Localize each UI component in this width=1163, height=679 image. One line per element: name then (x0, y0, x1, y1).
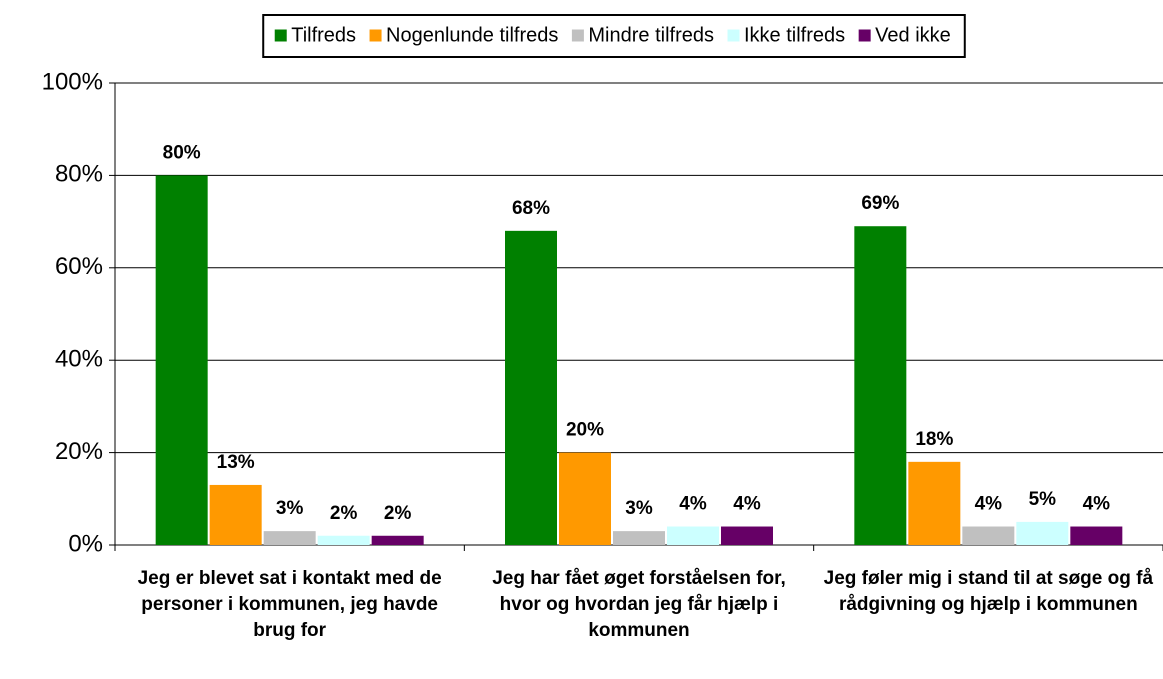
data-label: 68% (512, 198, 550, 219)
data-label: 4% (679, 494, 707, 515)
data-label: 69% (861, 193, 899, 214)
bar (155, 175, 208, 545)
legend-swatch (274, 29, 287, 42)
bar (371, 535, 424, 545)
y-tick-label: 100% (42, 68, 103, 95)
data-label: 20% (566, 420, 604, 441)
bar (209, 484, 262, 545)
data-label: 18% (915, 429, 953, 450)
data-label: 3% (276, 498, 304, 519)
bar (317, 535, 370, 545)
bar (559, 452, 611, 545)
x-tick-label: Jeg er blevet sat i kontakt med de perso… (137, 568, 442, 641)
legend-swatch (369, 29, 382, 42)
bar (962, 526, 1015, 545)
legend-label: Ved ikke (875, 24, 951, 46)
bar (667, 526, 719, 545)
legend-label: Ikke tilfreds (744, 24, 845, 46)
bar (721, 526, 773, 545)
y-tick-label: 20% (55, 438, 103, 465)
data-label: 3% (625, 498, 653, 519)
y-tick-label: 0% (68, 530, 103, 557)
legend-swatch (571, 29, 584, 42)
legend-swatch (727, 29, 740, 42)
data-label: 4% (975, 494, 1003, 515)
y-tick-label: 40% (55, 346, 103, 373)
data-label: 13% (217, 452, 255, 473)
data-label: 80% (163, 142, 201, 163)
data-label: 4% (1083, 494, 1111, 515)
bar (505, 230, 557, 545)
data-label: 2% (384, 503, 412, 524)
bar (908, 461, 961, 545)
bar (854, 226, 907, 545)
data-label: 2% (330, 503, 358, 524)
x-tick-label: Jeg føler mig i stand til at søge og få … (823, 568, 1154, 615)
bar (263, 531, 316, 545)
legend-label: Tilfreds (291, 24, 356, 46)
x-tick-label: Jeg har fået øget forståelsen for, hvor … (492, 568, 786, 641)
y-tick-label: 80% (55, 161, 103, 188)
data-label: 5% (1029, 489, 1057, 510)
bar (1070, 526, 1123, 545)
bar (613, 531, 665, 545)
bar (1016, 521, 1069, 545)
y-tick-label: 60% (55, 253, 103, 280)
legend-label: Mindre tilfreds (588, 24, 714, 46)
data-label: 4% (733, 494, 761, 515)
legend-swatch (858, 29, 871, 42)
legend-label: Nogenlunde tilfreds (386, 24, 558, 46)
